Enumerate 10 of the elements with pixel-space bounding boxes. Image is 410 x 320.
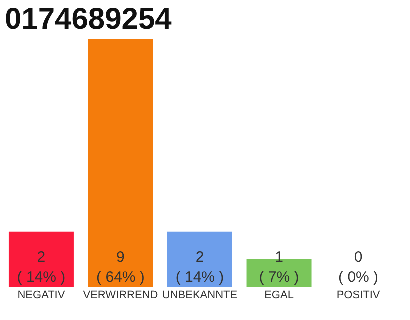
x-tick-label: VERWIRREND [83, 290, 158, 302]
x-tick-label: NEGATIV [18, 290, 66, 302]
data-label: 0 ( 0% ) [338, 249, 379, 286]
chart-title: 0174689254 [5, 3, 172, 36]
data-label: 9 ( 64% ) [96, 249, 145, 286]
x-tick-label: EGAL [264, 290, 294, 302]
x-tick-label: UNBEKANNTE [162, 290, 238, 302]
data-label: 2 ( 14% ) [176, 249, 224, 286]
x-tick-label: POSITIV [336, 290, 381, 302]
data-label: 2 ( 14% ) [17, 249, 66, 286]
